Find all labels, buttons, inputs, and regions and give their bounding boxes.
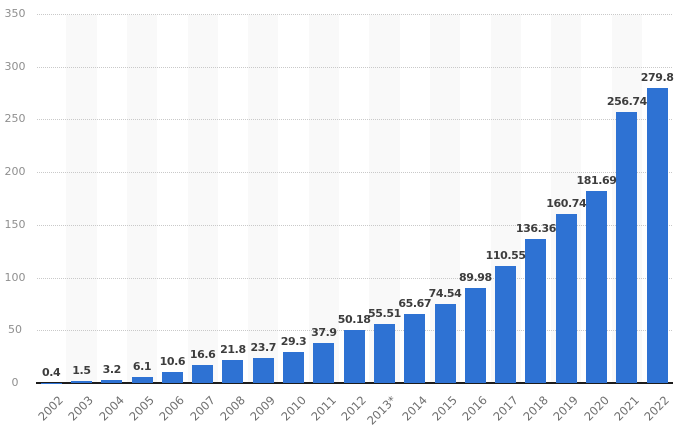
bar[interactable] xyxy=(646,88,668,383)
gridline xyxy=(37,224,672,226)
bar-value-label: 37.9 xyxy=(311,326,337,340)
gridline xyxy=(37,172,672,174)
gridline xyxy=(37,277,672,279)
plot-band xyxy=(66,15,97,383)
bar-value-label: 279.8 xyxy=(640,71,674,84)
x-tick-label: 2012 xyxy=(338,393,370,424)
bar[interactable] xyxy=(586,191,608,383)
bar[interactable] xyxy=(222,360,244,383)
y-tick-label: 200 xyxy=(4,165,26,179)
y-tick-label: 100 xyxy=(4,270,26,284)
bar[interactable] xyxy=(161,371,183,383)
y-tick-label: 300 xyxy=(4,59,26,73)
bar[interactable] xyxy=(252,358,274,383)
bar-value-label: 89.98 xyxy=(458,271,492,285)
gridline xyxy=(37,119,672,121)
plot-band xyxy=(308,15,339,383)
bar-value-label: 29.3 xyxy=(280,335,307,349)
x-tick-label: 2019 xyxy=(550,393,582,424)
bar-value-label: 6.1 xyxy=(132,359,152,373)
bar-value-label: 136.36 xyxy=(515,222,556,236)
bar[interactable] xyxy=(373,324,395,383)
bar[interactable] xyxy=(131,376,153,383)
bar[interactable] xyxy=(343,330,365,383)
x-tick-label: 2022 xyxy=(641,393,673,424)
bar[interactable] xyxy=(192,365,214,383)
x-tick-label: 2002 xyxy=(35,393,67,424)
plot-band xyxy=(369,15,400,383)
bar[interactable] xyxy=(313,343,335,383)
bar-value-label: 74.54 xyxy=(428,287,462,301)
x-tick-label: 2014 xyxy=(399,393,430,424)
plot-band xyxy=(126,15,158,383)
plot-band xyxy=(187,15,218,383)
x-tick-label: 2020 xyxy=(580,393,612,424)
bar[interactable] xyxy=(434,304,456,383)
bar[interactable] xyxy=(555,213,577,383)
bar-value-label: 256.74 xyxy=(606,95,647,109)
x-tick-label: 2013* xyxy=(364,393,400,428)
bar[interactable] xyxy=(525,239,547,383)
plot-band xyxy=(248,15,279,383)
y-tick-label: 0 xyxy=(11,376,19,389)
bar[interactable] xyxy=(464,288,486,383)
x-tick-label: 2017 xyxy=(489,393,521,424)
bar-value-label: 23.7 xyxy=(250,341,277,354)
bar-value-label: 65.67 xyxy=(398,296,432,310)
bar-value-label: 55.51 xyxy=(368,307,401,321)
y-tick-label: 50 xyxy=(8,323,22,337)
bar[interactable] xyxy=(495,266,517,383)
gridline xyxy=(37,66,672,68)
x-axis-line xyxy=(36,382,673,384)
bar-value-label: 50.18 xyxy=(337,313,371,327)
bar-value-label: 110.55 xyxy=(485,249,526,263)
x-tick-label: 2021 xyxy=(611,393,642,424)
x-tick-label: 2015 xyxy=(429,393,460,424)
x-tick-label: 2011 xyxy=(308,393,339,424)
bar-value-label: 160.74 xyxy=(546,196,587,210)
bar[interactable] xyxy=(283,352,305,383)
bar[interactable] xyxy=(70,381,92,383)
bar[interactable] xyxy=(101,379,123,383)
bar-value-label: 21.8 xyxy=(220,343,246,357)
gridline xyxy=(37,14,672,15)
x-tick-label: 2006 xyxy=(156,393,188,424)
bar-value-label: 3.2 xyxy=(102,362,122,376)
y-tick-label: 250 xyxy=(4,112,26,126)
bar-value-label: 16.6 xyxy=(189,348,216,362)
x-tick-label: 2010 xyxy=(277,393,309,424)
bar-value-label: 1.5 xyxy=(72,364,91,378)
x-tick-label: 2007 xyxy=(186,393,218,424)
x-tick-label: 2005 xyxy=(126,393,157,424)
bar-value-label: 10.6 xyxy=(159,354,186,368)
x-tick-label: 2004 xyxy=(96,393,127,424)
x-tick-label: 2003 xyxy=(65,393,97,424)
bar-value-label: 0.4 xyxy=(41,365,61,379)
y-tick-label: 350 xyxy=(4,7,26,20)
x-tick-label: 2008 xyxy=(217,393,248,424)
y-tick-label: 150 xyxy=(4,217,26,231)
x-tick-label: 2018 xyxy=(520,393,551,424)
bar[interactable] xyxy=(404,313,426,383)
x-tick-label: 2009 xyxy=(247,393,279,424)
bar-value-label: 181.69 xyxy=(576,174,617,188)
x-tick-label: 2016 xyxy=(459,393,491,424)
bar[interactable] xyxy=(616,112,638,383)
